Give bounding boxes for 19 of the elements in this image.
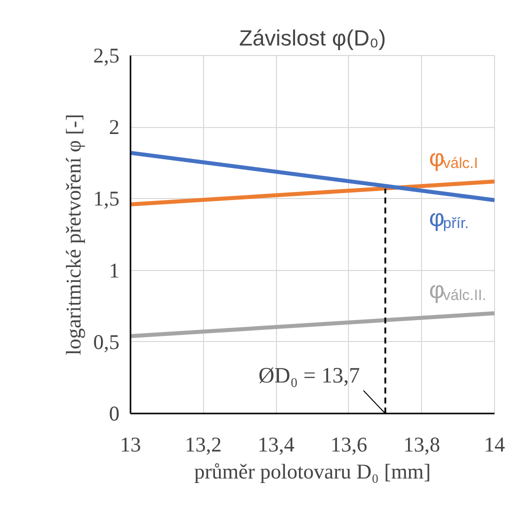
- y-tick-label: 2: [109, 115, 120, 140]
- chart-title: Závislost φ(D₀): [239, 26, 386, 50]
- series-label: φválc.II.: [428, 276, 486, 304]
- y-tick-label: 0,5: [93, 330, 120, 354]
- y-tick-label: 1,5: [93, 186, 120, 211]
- x-axis-title: průměr polotovaru D₀ [mm]: [194, 460, 431, 484]
- series-label: φpřír.: [428, 205, 469, 232]
- y-tick-label: 0: [109, 402, 120, 426]
- y-tick-label: 2,5: [93, 44, 120, 68]
- y-tick-label: 1: [109, 258, 120, 282]
- x-tick-label: 13,4: [258, 432, 295, 456]
- y-axis-title: logaritmické přetvoření φ [-]: [61, 114, 86, 356]
- x-tick-label: 13,8: [403, 432, 440, 456]
- x-tick-label: 13,6: [330, 432, 368, 456]
- x-tick-label: 13,2: [184, 432, 222, 456]
- x-tick-label: 14: [484, 432, 506, 456]
- x-tick-label: 13: [120, 432, 141, 456]
- annotation: ØD₀ = 13,7: [258, 362, 360, 388]
- series-label: φválc.I: [428, 145, 478, 172]
